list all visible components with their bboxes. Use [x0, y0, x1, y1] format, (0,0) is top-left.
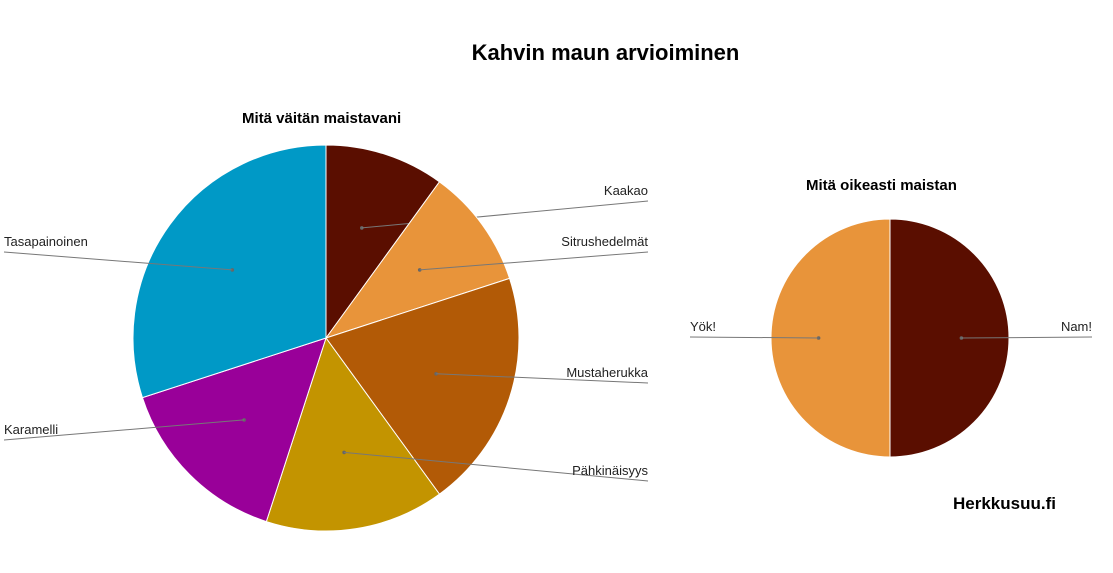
- leader-line-nam: [961, 336, 1093, 339]
- slice-label-yok: Yök!: [690, 319, 716, 334]
- leader-line-pahkinaisyys: [344, 451, 649, 482]
- right-pie-chart: Nam! Yök!: [689, 218, 1093, 458]
- leader-line-yok: [689, 336, 819, 339]
- pie-slice-pahkinaisyys[interactable]: [265, 336, 441, 532]
- slice-label-pahkinaisyys: Pähkinäisyys: [572, 463, 648, 478]
- slice-label-karamelli: Karamelli: [4, 422, 58, 437]
- brand-label: Herkkusuu.fi: [953, 494, 1056, 513]
- pie-slice-karamelli[interactable]: [141, 337, 327, 523]
- left-pie-chart: Kaakao Sitrushedelmät Mustaherukka Pähkinäi…: [3, 144, 649, 532]
- leader-line-tasapainoinen: [3, 251, 233, 271]
- pie-slice-kaakao[interactable]: [325, 144, 441, 340]
- slice-label-mustaherukka: Mustaherukka: [566, 365, 648, 380]
- leader-line-sitrushedelmat: [419, 251, 649, 271]
- leader-line-mustaherukka: [436, 373, 649, 384]
- left-chart-title: Mitä väitän maistavani: [242, 110, 402, 127]
- leader-dot-sitrushedelmat: [417, 268, 422, 272]
- slice-label-nam: Nam!: [1061, 319, 1092, 334]
- slice-label-tasapainoinen: Tasapainoinen: [4, 234, 88, 249]
- pie-slice-sitrushedelmat[interactable]: [324, 181, 511, 339]
- slice-label-kaakao: Kaakao: [604, 183, 648, 198]
- pie-slice-mustaherukka[interactable]: [325, 277, 520, 495]
- leader-dot-tasapainoinen: [230, 268, 235, 272]
- right-chart-title: Mitä oikeasti maistan: [806, 177, 957, 194]
- pie-slice-tasapainoinen[interactable]: [132, 144, 327, 399]
- leader-line-karamelli: [3, 419, 245, 441]
- slice-label-sitrushedelmat: Sitrushedelmät: [561, 234, 648, 249]
- main-title: Kahvin maun arvioiminen: [471, 40, 740, 65]
